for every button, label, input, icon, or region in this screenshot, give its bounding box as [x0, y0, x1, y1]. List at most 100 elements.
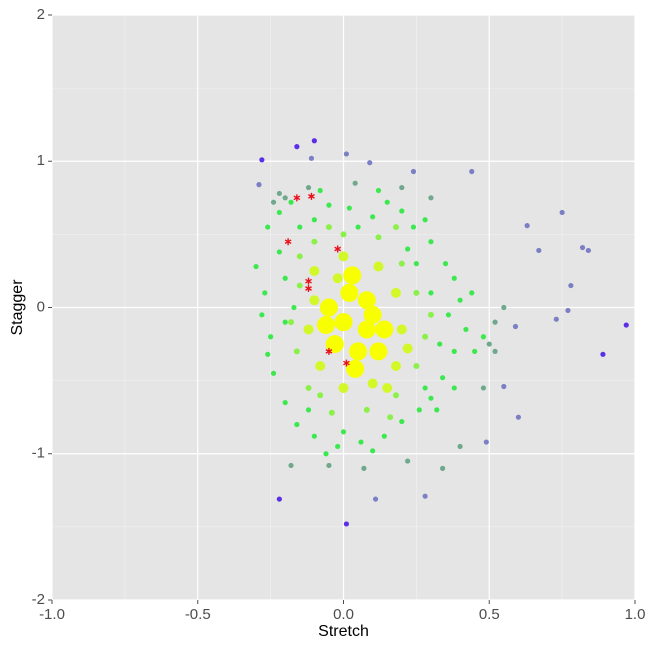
point — [334, 313, 353, 332]
point — [442, 261, 449, 267]
point — [463, 326, 469, 333]
point — [282, 319, 288, 325]
point — [357, 291, 376, 310]
point — [536, 247, 542, 254]
point — [428, 290, 434, 296]
point — [355, 224, 361, 230]
point — [328, 409, 335, 416]
point — [282, 195, 288, 201]
point — [282, 399, 288, 406]
point — [303, 324, 314, 335]
point — [326, 462, 332, 469]
point — [276, 209, 282, 216]
point — [392, 392, 399, 399]
y-tick-label: -2 — [32, 591, 45, 608]
point — [282, 275, 288, 281]
point — [332, 273, 343, 284]
point — [457, 297, 463, 303]
point — [501, 304, 507, 311]
point — [480, 334, 487, 340]
point — [559, 209, 565, 216]
point — [276, 496, 282, 502]
point — [363, 305, 382, 324]
point — [440, 465, 446, 471]
y-tick-label: 1 — [37, 152, 45, 169]
point — [381, 433, 387, 439]
point — [309, 265, 320, 276]
point — [399, 184, 405, 191]
point — [492, 348, 498, 354]
point — [343, 151, 350, 157]
point — [296, 282, 303, 289]
point — [343, 359, 350, 367]
point — [382, 382, 393, 393]
point — [305, 284, 312, 292]
point — [483, 439, 489, 445]
point — [390, 361, 401, 371]
point — [512, 323, 519, 330]
point — [305, 277, 312, 285]
point — [428, 239, 434, 245]
point — [413, 261, 419, 267]
point — [334, 245, 342, 253]
point — [579, 244, 586, 251]
point — [422, 217, 428, 223]
point — [413, 363, 420, 369]
point — [434, 407, 440, 413]
point — [398, 260, 405, 267]
point — [361, 465, 367, 471]
point — [392, 224, 399, 231]
point — [390, 287, 401, 298]
point — [451, 348, 457, 354]
point — [340, 429, 347, 435]
point — [317, 316, 336, 335]
point — [375, 187, 382, 194]
point — [323, 451, 329, 457]
point — [469, 168, 475, 175]
point — [372, 496, 379, 502]
x-tick-label: 0.5 — [479, 606, 500, 623]
x-tick-label: -1.0 — [39, 606, 65, 623]
point — [305, 384, 312, 391]
point — [346, 359, 365, 378]
point — [352, 180, 358, 186]
point — [399, 208, 405, 214]
y-tick-label: 2 — [37, 6, 45, 23]
x-tick-label: 1.0 — [625, 606, 646, 623]
point — [335, 443, 341, 450]
point — [437, 341, 443, 347]
point — [486, 341, 492, 347]
point — [387, 414, 394, 421]
point — [276, 249, 282, 255]
point — [375, 320, 394, 339]
point — [480, 385, 487, 391]
point — [405, 458, 411, 464]
point — [265, 224, 271, 230]
point — [451, 275, 457, 281]
point — [373, 261, 384, 272]
point — [565, 307, 571, 314]
point — [340, 283, 359, 302]
point — [445, 312, 452, 318]
y-tick-label: -1 — [32, 445, 45, 462]
point — [416, 407, 422, 413]
point — [311, 238, 318, 245]
point — [308, 192, 315, 200]
point — [343, 521, 350, 527]
point — [305, 407, 312, 413]
point — [317, 187, 323, 194]
point — [357, 320, 376, 339]
point — [369, 342, 388, 361]
point — [427, 311, 434, 318]
point — [338, 251, 349, 262]
point — [311, 138, 317, 144]
point — [276, 190, 282, 197]
point — [311, 217, 317, 223]
point — [326, 202, 332, 208]
axes: -1.0 -0.5 0.0 0.5 1.0 -2 -1 0 1 2 — [32, 6, 646, 623]
point — [268, 334, 274, 340]
point — [399, 418, 405, 425]
point — [340, 231, 347, 238]
point — [422, 493, 428, 499]
